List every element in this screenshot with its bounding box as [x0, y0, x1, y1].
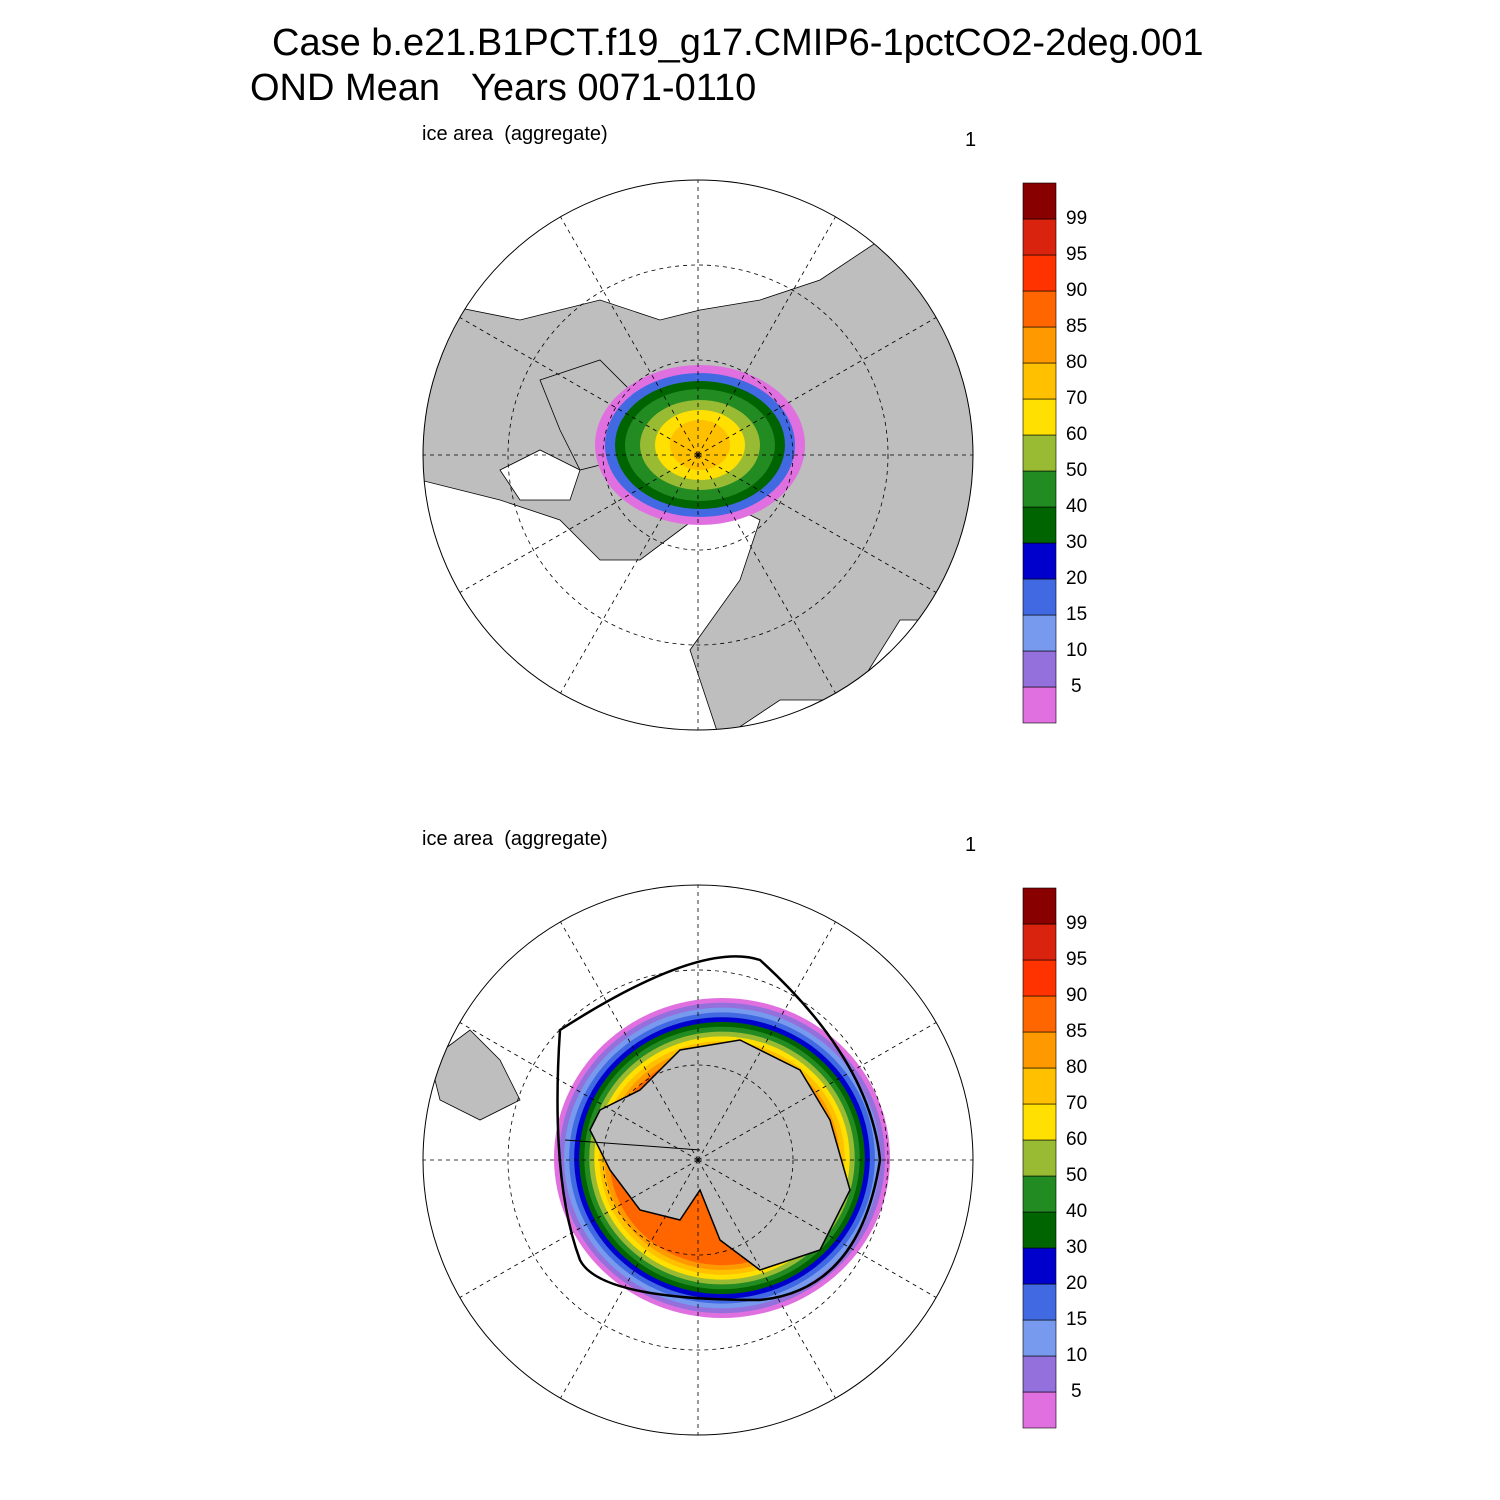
colorbar-label: 30 [1066, 1237, 1087, 1258]
colorbar-box [1022, 1067, 1057, 1105]
title: Case b.e21.B1PCT.f19_g17.CMIP6-1pctCO2-2… [272, 22, 1204, 64]
colorbar-label: 5 [1071, 676, 1082, 697]
colorbar-box [1022, 1175, 1057, 1213]
meridian-line [697, 921, 836, 1161]
meridian-line [697, 1159, 937, 1298]
panel-label: ice area (aggregate) [422, 828, 608, 850]
colorbar-box [1022, 290, 1057, 328]
meridian-line [560, 216, 699, 456]
colorbar-label: 80 [1066, 352, 1087, 373]
colorbar-box [1022, 1283, 1057, 1321]
colorbar-box [1022, 542, 1057, 580]
colorbar-label: 20 [1066, 1273, 1087, 1294]
colorbar-box [1022, 362, 1057, 400]
colorbar-label: 80 [1066, 1057, 1087, 1078]
subtitle: OND Mean Years 0071-0110 [250, 67, 756, 109]
meridian-line [697, 216, 836, 456]
colorbar-box [1022, 578, 1057, 616]
colorbar-label: 30 [1066, 532, 1087, 553]
colorbar-label: 85 [1066, 1021, 1087, 1042]
colorbar-box [1022, 434, 1057, 472]
colorbar-label: 15 [1066, 604, 1087, 625]
colorbar-label: 5 [1071, 1381, 1082, 1402]
colorbar-box [1022, 470, 1057, 508]
meridian-line [560, 454, 699, 694]
colorbar-label: 60 [1066, 1129, 1087, 1150]
colorbar-label: 85 [1066, 316, 1087, 337]
colorbar-box [1022, 650, 1057, 688]
colorbar-label: 20 [1066, 568, 1087, 589]
colorbar-box [1022, 1139, 1057, 1177]
meridian-line [560, 1159, 699, 1399]
meridian-line [459, 454, 699, 593]
colorbar-box [1022, 1211, 1057, 1249]
colorbar-label: 90 [1066, 985, 1087, 1006]
meridian-line [459, 317, 699, 456]
meridian-line [697, 317, 937, 456]
colorbar-box [1022, 614, 1057, 652]
colorbar-label: 15 [1066, 1309, 1087, 1330]
colorbar-label: 50 [1066, 1165, 1087, 1186]
colorbar-label: 10 [1066, 1345, 1087, 1366]
colorbar-label: 10 [1066, 640, 1087, 661]
panel-label: ice area (aggregate) [422, 123, 608, 145]
latitude-line [602, 1064, 794, 1256]
colorbar-label: 70 [1066, 388, 1087, 409]
colorbar-box [1022, 1391, 1057, 1429]
colorbar-label: 60 [1066, 424, 1087, 445]
colorbar-box [1022, 686, 1057, 724]
latitude-line [602, 359, 794, 551]
colorbar-label: 50 [1066, 460, 1087, 481]
units-label: 1 [965, 834, 976, 856]
colorbar-box [1022, 326, 1057, 364]
colorbar-label: 70 [1066, 1093, 1087, 1114]
colorbar-box [1022, 1247, 1057, 1285]
colorbar-label: 90 [1066, 280, 1087, 301]
colorbar-box [1022, 1103, 1057, 1141]
meridian-line [459, 1159, 699, 1298]
colorbar-label: 40 [1066, 1201, 1087, 1222]
colorbar-label: 40 [1066, 496, 1087, 517]
units-label: 1 [965, 129, 976, 151]
colorbar-label: 95 [1066, 949, 1087, 970]
map-grid [423, 180, 973, 730]
colorbar-box [1022, 182, 1057, 220]
meridian-line [560, 921, 699, 1161]
colorbar-box [1022, 995, 1057, 1033]
colorbar-box [1022, 254, 1057, 292]
arctic-map [423, 180, 973, 730]
colorbar-box [1022, 398, 1057, 436]
meridian-line [697, 1022, 937, 1161]
map-grid [423, 885, 973, 1435]
latitude-line [507, 969, 889, 1351]
colorbar-label: 99 [1066, 913, 1087, 934]
meridian-line [697, 1159, 836, 1399]
colorbar-box [1022, 887, 1057, 925]
colorbar-box [1022, 959, 1057, 997]
colorbar-box [1022, 218, 1057, 256]
latitude-line [507, 264, 889, 646]
colorbar-label: 99 [1066, 208, 1087, 229]
colorbar-box [1022, 506, 1057, 544]
colorbar-box [1022, 1355, 1057, 1393]
colorbar-box [1022, 1031, 1057, 1069]
colorbar-box [1022, 923, 1057, 961]
ice-band [670, 420, 730, 470]
meridian-line [459, 1022, 699, 1161]
colorbar-label: 95 [1066, 244, 1087, 265]
meridian-line [697, 454, 836, 694]
meridian-line [697, 454, 937, 593]
colorbar-box [1022, 1319, 1057, 1357]
